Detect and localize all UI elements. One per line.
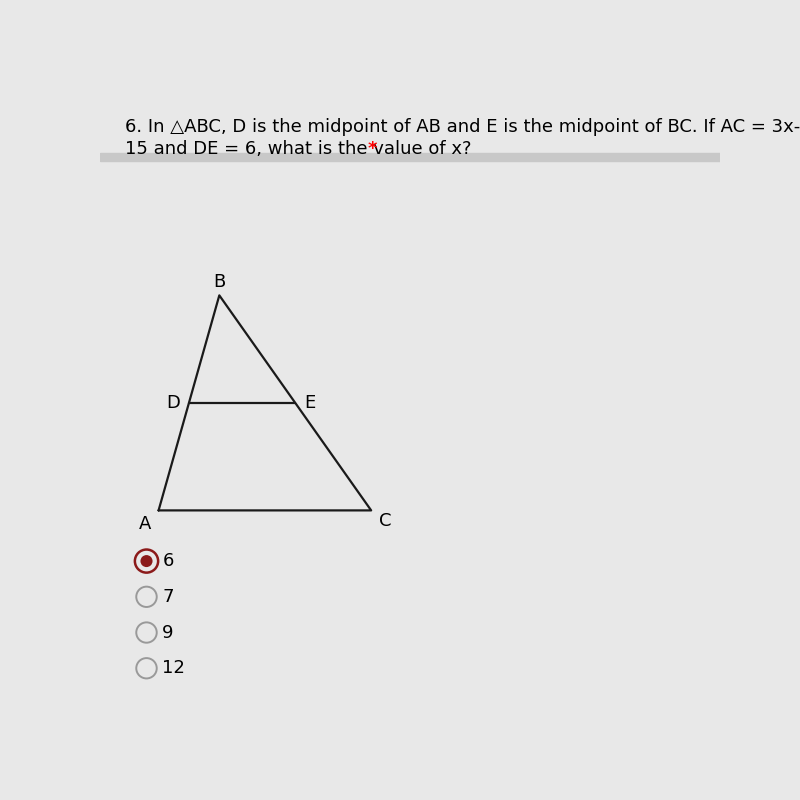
Text: D: D <box>166 394 180 412</box>
Text: C: C <box>378 513 391 530</box>
Text: 6. In △ABC, D is the midpoint of AB and E is the midpoint of BC. If AC = 3x-: 6. In △ABC, D is the midpoint of AB and … <box>125 118 800 135</box>
Text: *: * <box>368 140 378 158</box>
Text: 12: 12 <box>162 659 185 678</box>
Text: 9: 9 <box>162 623 174 642</box>
Bar <box>100 154 720 161</box>
Text: B: B <box>213 273 226 291</box>
Text: 15 and DE = 6, what is the value of x?: 15 and DE = 6, what is the value of x? <box>125 140 471 158</box>
Text: A: A <box>138 515 151 533</box>
Text: 6: 6 <box>162 552 174 570</box>
Circle shape <box>141 555 153 567</box>
Text: E: E <box>305 394 316 412</box>
Text: 7: 7 <box>162 588 174 606</box>
